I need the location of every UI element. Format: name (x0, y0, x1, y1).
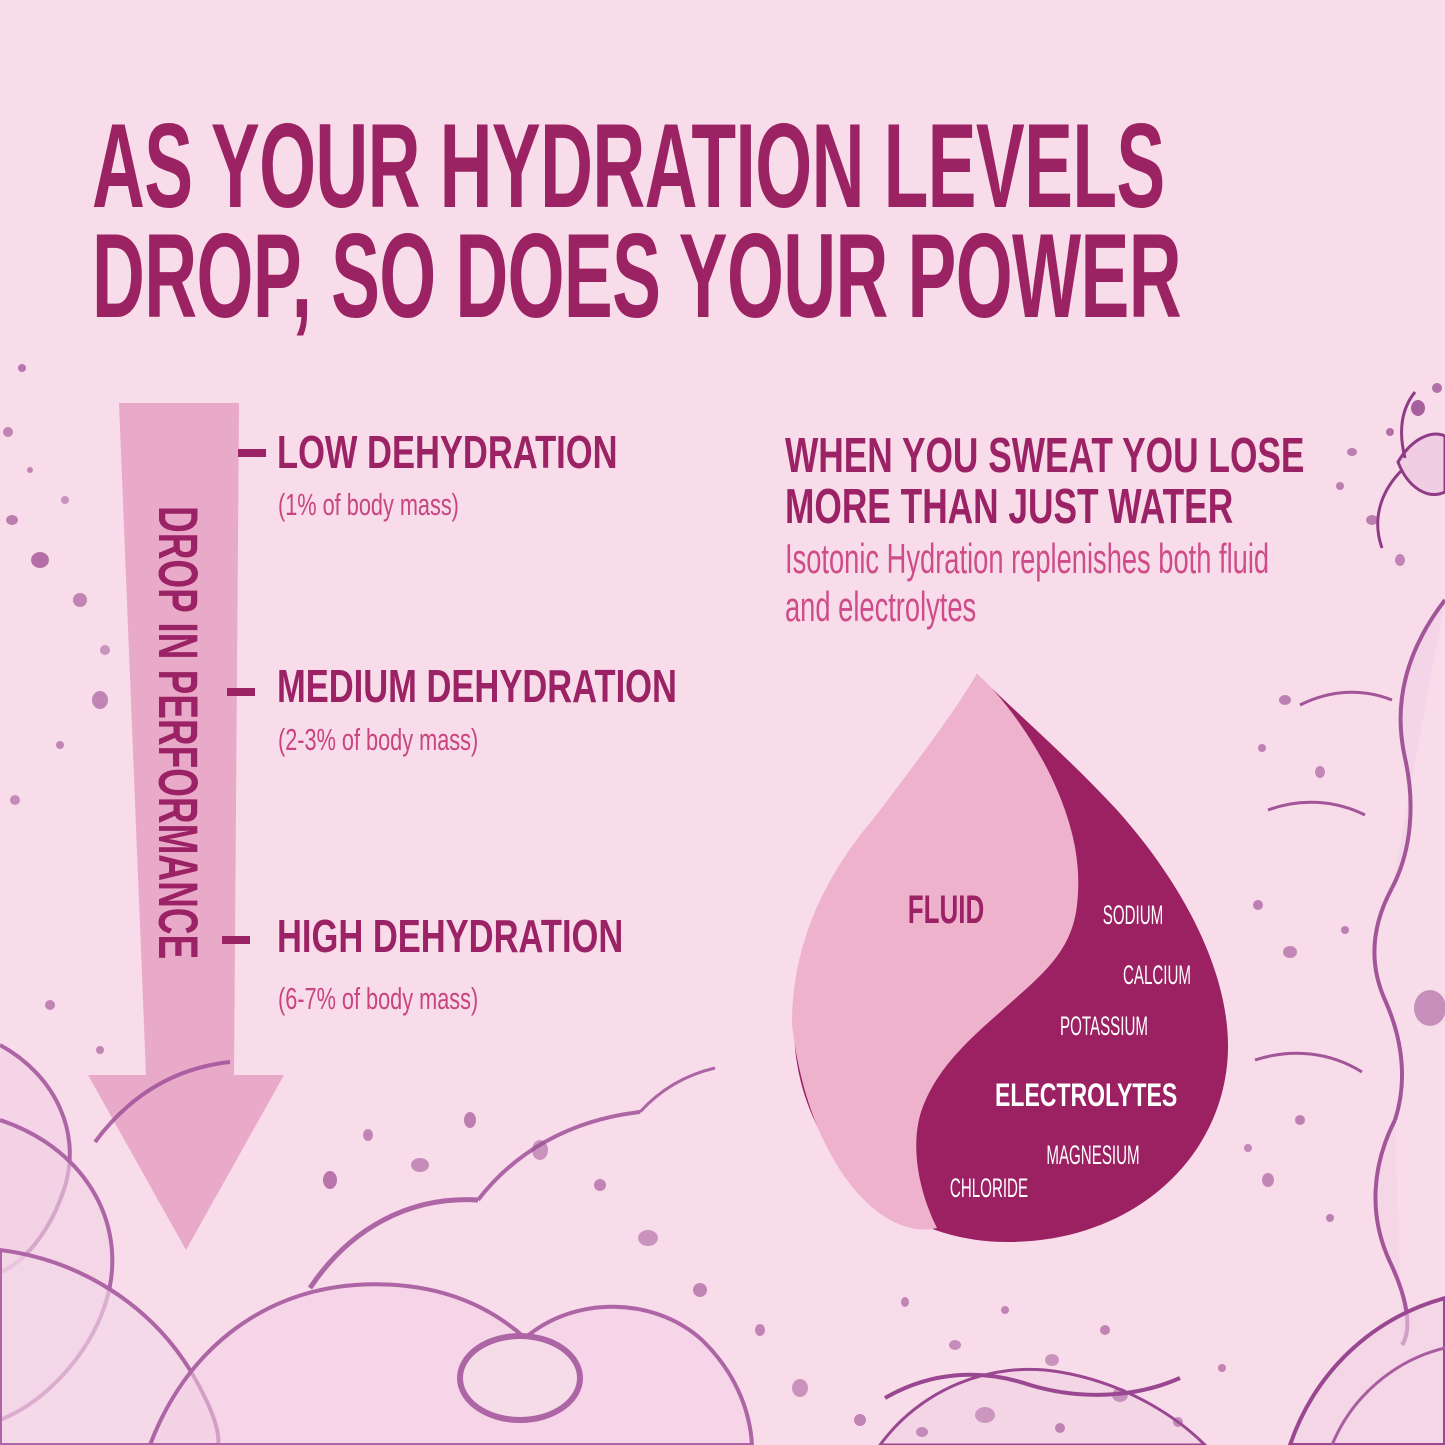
sweat-subheading-line-1: Isotonic Hydration replenishes both flui… (785, 535, 1270, 582)
medium-dehydration-label: MEDIUM DEHYDRATION (277, 660, 677, 712)
drop-in-performance-label: DROP IN PERFORMANCE (147, 506, 210, 960)
splash-droplets-left-edge (3, 364, 110, 1054)
electrolyte-chloride: CHLORIDE (949, 1173, 1029, 1203)
electrolyte-sodium: SODIUM (1102, 900, 1164, 930)
splash-bottom-middle (878, 1367, 1208, 1445)
sweat-heading-line-1: WHEN YOU SWEAT YOU LOSE (785, 429, 1305, 483)
fluid-label: FLUID (907, 888, 985, 932)
page-title-line-1: AS YOUR HYDRATION LEVELS (92, 99, 1165, 233)
tick-low-dehydration (238, 449, 266, 457)
sweat-subheading-line-2: and electrolytes (785, 583, 977, 630)
splash-bottom-right (1287, 1295, 1445, 1445)
sweat-heading-line-2: MORE THAN JUST WATER (785, 480, 1234, 534)
splash-droplets-right-edge (1244, 695, 1445, 1222)
high-dehydration-detail: (6-7% of body mass) (278, 981, 479, 1016)
electrolyte-potassium: POTASSIUM (1060, 1011, 1148, 1041)
splash-droplets-bottom-middle (901, 1297, 1226, 1437)
splash-droplets-bottom-left (323, 1112, 866, 1426)
splash-right-edge (1254, 598, 1445, 1347)
drop-in-performance-arrow (88, 403, 284, 1250)
electrolyte-magnesium: MAGNESIUM (1046, 1140, 1140, 1170)
electrolytes-label: ELECTROLYTES (995, 1077, 1178, 1113)
water-drop-diagram (792, 674, 1228, 1242)
low-dehydration-detail: (1% of body mass) (278, 487, 459, 522)
electrolyte-calcium: CALCIUM (1122, 960, 1192, 990)
splash-bottom-left (0, 1043, 755, 1445)
splash-top-right (1376, 391, 1445, 549)
page-title-line-2: DROP, SO DOES YOUR POWER (92, 209, 1182, 343)
splash-droplets-top-right (1336, 383, 1442, 566)
down-arrow-shape (88, 403, 284, 1250)
tick-medium-dehydration (227, 688, 255, 696)
high-dehydration-label: HIGH DEHYDRATION (277, 910, 624, 962)
tick-high-dehydration (222, 936, 250, 944)
low-dehydration-label: LOW DEHYDRATION (277, 426, 618, 478)
medium-dehydration-detail: (2-3% of body mass) (278, 722, 479, 757)
fluid-lobe (792, 674, 1079, 1230)
